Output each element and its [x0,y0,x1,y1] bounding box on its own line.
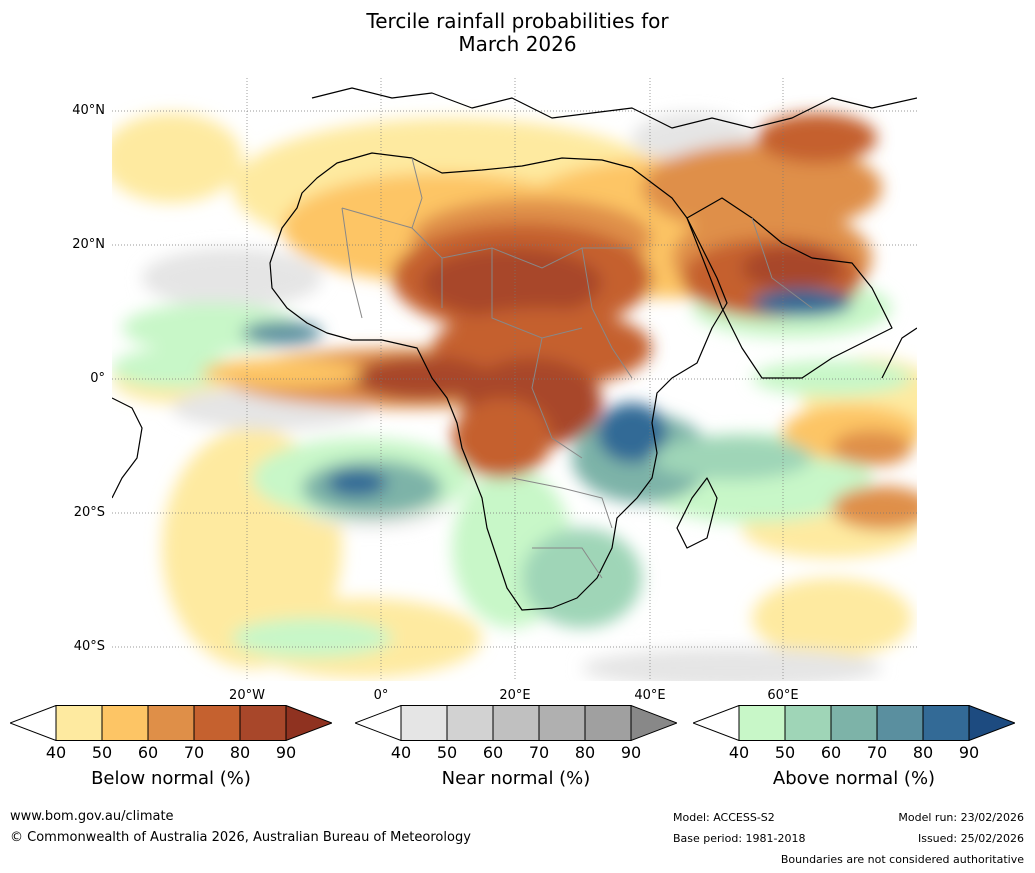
rainfall-map [112,78,917,681]
colorbar-near-label: Near normal (%) [441,768,591,789]
colorbar-segment [784,705,832,741]
colorbar-segment [55,705,103,741]
colorbar-svg [353,704,679,742]
colorbar-segment [922,705,970,741]
lat-label-40s: 40°S [73,639,105,654]
arabia-coastline [686,197,893,379]
india-coastline [881,327,917,379]
colorbar-extend-low [8,704,57,742]
footer-base-period: Base period: 1981-2018 [673,832,806,845]
colorbar-extend-high [285,704,334,742]
colorbar-segment [239,705,287,741]
lon-label-0: 0° [373,688,389,703]
colorbar-tick-label: 40 [728,743,750,762]
colorbar-segment [446,705,494,741]
colorbar-tick-label: 60 [820,743,842,762]
colorbar-extend-high [968,704,1017,742]
europe-coastline [311,87,917,129]
lat-label-20s: 20°S [73,505,105,520]
lon-label-20w: 20°W [229,688,265,703]
colorbar-segment [830,705,878,741]
country-boundaries [341,157,813,579]
footer-model: Model: ACCESS-S2 [673,811,775,824]
title-line-1: Tercile rainfall probabilities for [366,9,669,33]
lat-label-20n: 20°N [72,237,105,252]
colorbar-tick-label: 90 [958,743,980,762]
colorbar-tick-label: 50 [91,743,113,762]
footer-disclaimer: Boundaries are not considered authoritat… [780,853,1024,866]
colorbar-below-normal [8,704,334,742]
graticule [112,78,917,681]
colorbar-tick-label: 70 [866,743,888,762]
colorbar-extend-low [691,704,740,742]
madagascar-coastline [676,477,718,549]
colorbar-near-normal [353,704,679,742]
footer-copyright: © Commonwealth of Australia 2026, Austra… [10,830,471,845]
colorbar-tick-label: 40 [390,743,412,762]
colorbar-segment [738,705,786,741]
colorbar-tick-label: 50 [774,743,796,762]
south-america-coastline [112,397,143,499]
colorbar-tick-label: 90 [620,743,642,762]
colorbar-tick-label: 50 [436,743,458,762]
colorbar-tick-label: 40 [45,743,67,762]
probability-field [112,113,917,681]
title-line-2: March 2026 [458,32,577,56]
lon-label-40e: 40°E [634,688,666,703]
lon-label-20e: 20°E [499,688,531,703]
footer-issued: Issued: 25/02/2026 [917,832,1024,845]
lon-label-60e: 60°E [767,688,799,703]
footer-website: www.bom.gov.au/climate [10,809,174,824]
footer-model-run: Model run: 23/02/2026 [898,811,1024,824]
colorbar-segment [193,705,241,741]
colorbar-segment [147,705,195,741]
colorbar-segment [876,705,924,741]
colorbar-segment [538,705,586,741]
colorbar-tick-label: 90 [275,743,297,762]
colorbar-svg [8,704,334,742]
colorbar-svg [691,704,1017,742]
colorbar-segment [400,705,448,741]
map-title: Tercile rainfall probabilities for March… [0,10,1035,56]
colorbar-tick-label: 70 [528,743,550,762]
colorbar-segment [101,705,149,741]
colorbar-segment [584,705,632,741]
colorbar-extend-high [630,704,679,742]
colorbar-above-normal [691,704,1017,742]
colorbar-above-label: Above normal (%) [772,768,936,789]
colorbar-segment [492,705,540,741]
colorbar-tick-label: 60 [137,743,159,762]
lat-label-40n: 40°N [72,103,105,118]
colorbar-tick-label: 60 [482,743,504,762]
colorbar-tick-label: 80 [574,743,596,762]
colorbar-tick-label: 80 [912,743,934,762]
lat-label-0: 0° [90,371,105,386]
colorbar-below-label: Below normal (%) [91,768,251,789]
colorbar-tick-label: 70 [183,743,205,762]
colorbar-extend-low [353,704,402,742]
coastlines [112,87,917,611]
colorbar-tick-label: 80 [229,743,251,762]
africa-coastline [269,152,728,611]
map-canvas [112,78,917,681]
